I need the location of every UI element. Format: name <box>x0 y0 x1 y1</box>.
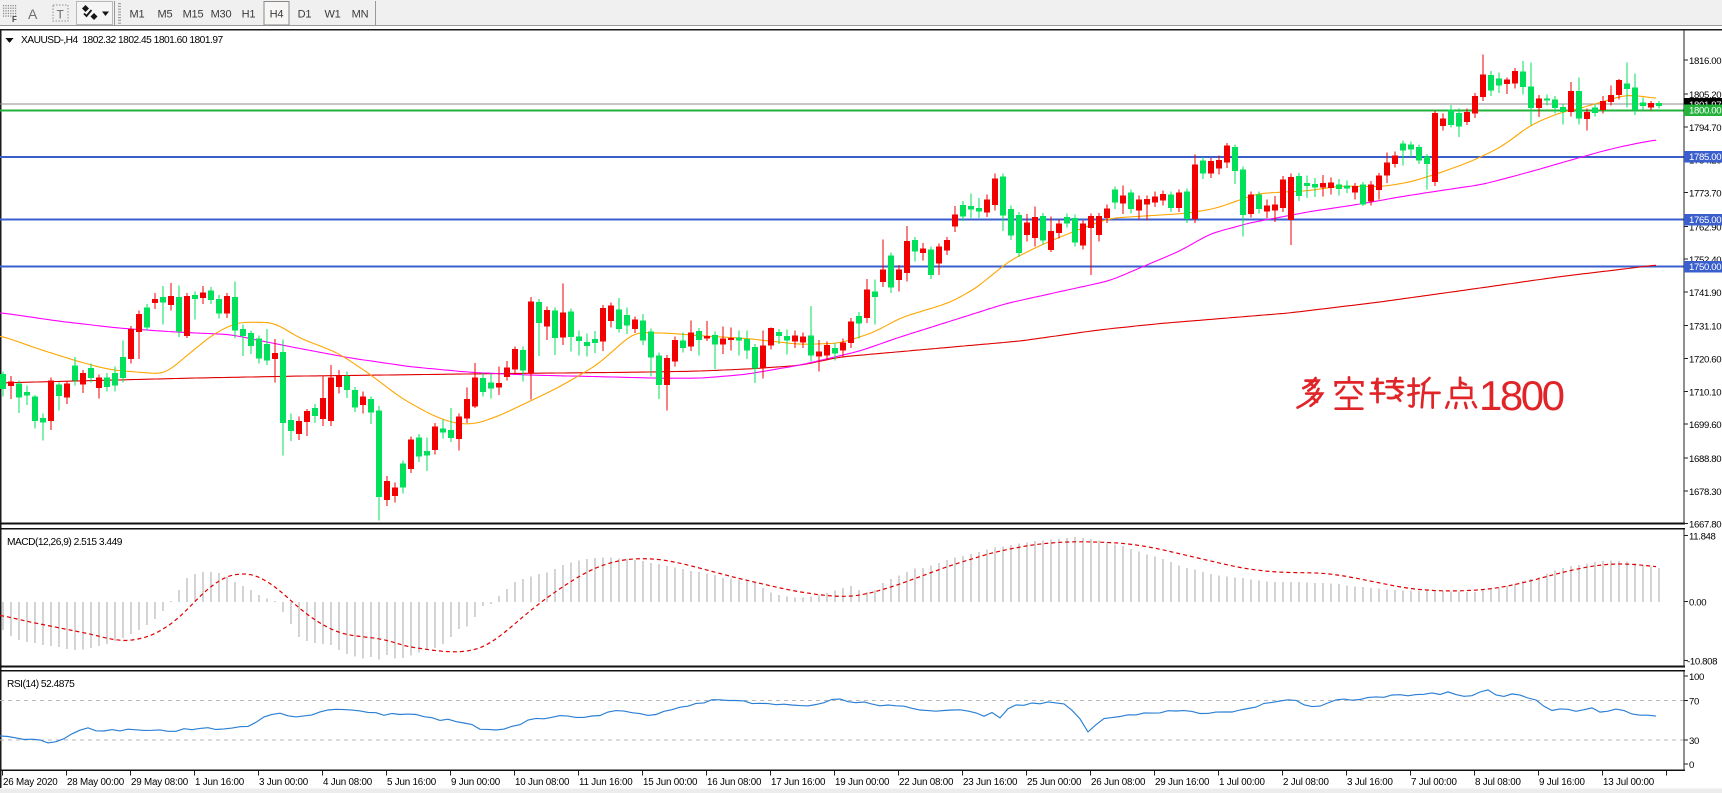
svg-text:70: 70 <box>1689 697 1699 708</box>
svg-text:1731.10: 1731.10 <box>1689 322 1721 333</box>
svg-text:1 Jun 16:00: 1 Jun 16:00 <box>195 777 245 788</box>
svg-text:1741.90: 1741.90 <box>1689 288 1721 299</box>
svg-text:16 Jun 08:00: 16 Jun 08:00 <box>707 777 762 788</box>
svg-text:17 Jun 16:00: 17 Jun 16:00 <box>771 777 826 788</box>
svg-text:T: T <box>57 8 65 22</box>
svg-text:3 Jul 16:00: 3 Jul 16:00 <box>1347 777 1393 788</box>
svg-text:M15: M15 <box>183 9 204 21</box>
svg-text:1785.00: 1785.00 <box>1689 152 1721 163</box>
svg-text:1720.60: 1720.60 <box>1689 355 1721 366</box>
svg-text:28 May 00:00: 28 May 00:00 <box>67 777 125 788</box>
svg-text:29 May 08:00: 29 May 08:00 <box>131 777 189 788</box>
svg-text:1 Jul 00:00: 1 Jul 00:00 <box>1219 777 1265 788</box>
svg-text:29 Jun 16:00: 29 Jun 16:00 <box>1155 777 1210 788</box>
svg-text:H1: H1 <box>242 9 256 21</box>
svg-text:10 Jun 08:00: 10 Jun 08:00 <box>515 777 570 788</box>
svg-text:26 May 2020: 26 May 2020 <box>3 777 58 788</box>
svg-text:100: 100 <box>1689 672 1704 683</box>
svg-text:A: A <box>28 6 38 22</box>
svg-text:MN: MN <box>352 9 369 21</box>
svg-text:F: F <box>12 15 17 24</box>
svg-text:1765.00: 1765.00 <box>1689 215 1721 226</box>
svg-text:25 Jun 00:00: 25 Jun 00:00 <box>1027 777 1082 788</box>
svg-text:H4: H4 <box>270 9 284 21</box>
svg-text:1688.80: 1688.80 <box>1689 454 1721 465</box>
svg-text:1750.00: 1750.00 <box>1689 262 1721 273</box>
svg-text:3 Jun 00:00: 3 Jun 00:00 <box>259 777 309 788</box>
svg-text:RSI(14) 52.4875: RSI(14) 52.4875 <box>7 679 75 690</box>
svg-text:1773.70: 1773.70 <box>1689 189 1721 200</box>
svg-text:M30: M30 <box>211 9 232 21</box>
svg-text:1752.40: 1752.40 <box>1689 255 1721 266</box>
svg-text:0.00: 0.00 <box>1689 598 1706 609</box>
svg-text:2 Jul 08:00: 2 Jul 08:00 <box>1283 777 1329 788</box>
svg-text:8 Jul 08:00: 8 Jul 08:00 <box>1475 777 1521 788</box>
svg-text:13 Jul 00:00: 13 Jul 00:00 <box>1603 777 1655 788</box>
svg-text:1805.20: 1805.20 <box>1689 90 1721 101</box>
svg-text:MACD(12,26,9) 2.515 3.449: MACD(12,26,9) 2.515 3.449 <box>7 537 123 548</box>
svg-text:1699.60: 1699.60 <box>1689 420 1721 431</box>
svg-text:30: 30 <box>1689 736 1699 747</box>
svg-text:1762.90: 1762.90 <box>1689 222 1721 233</box>
svg-text:4 Jun 08:00: 4 Jun 08:00 <box>323 777 373 788</box>
svg-text:1678.30: 1678.30 <box>1689 487 1721 498</box>
svg-text:7 Jul 00:00: 7 Jul 00:00 <box>1411 777 1457 788</box>
svg-text:11.848: 11.848 <box>1689 532 1716 543</box>
svg-text:0: 0 <box>1689 760 1694 771</box>
svg-text:1800.00: 1800.00 <box>1689 106 1721 117</box>
svg-text:1816.00: 1816.00 <box>1689 56 1721 67</box>
svg-text:23 Jun 16:00: 23 Jun 16:00 <box>963 777 1018 788</box>
svg-text:26 Jun 08:00: 26 Jun 08:00 <box>1091 777 1146 788</box>
svg-text:19 Jun 00:00: 19 Jun 00:00 <box>835 777 890 788</box>
svg-text:W1: W1 <box>324 9 340 21</box>
svg-text:-10.808: -10.808 <box>1687 657 1717 668</box>
svg-text:22 Jun 08:00: 22 Jun 08:00 <box>899 777 954 788</box>
svg-text:XAUUSD-,H4 1802.32 1802.45 18: XAUUSD-,H4 1802.32 1802.45 1801.60 1801.… <box>21 35 223 46</box>
svg-text:9 Jun 00:00: 9 Jun 00:00 <box>451 777 501 788</box>
svg-text:11 Jun 16:00: 11 Jun 16:00 <box>579 777 633 788</box>
svg-text:D1: D1 <box>298 9 312 21</box>
svg-text:1667.80: 1667.80 <box>1689 520 1721 531</box>
svg-text:M1: M1 <box>130 9 145 21</box>
svg-text:9 Jul 16:00: 9 Jul 16:00 <box>1539 777 1585 788</box>
svg-text:1800: 1800 <box>1479 372 1564 419</box>
svg-text:15 Jun 00:00: 15 Jun 00:00 <box>643 777 698 788</box>
svg-text:5 Jun 16:00: 5 Jun 16:00 <box>387 777 437 788</box>
svg-text:1710.10: 1710.10 <box>1689 387 1721 398</box>
svg-text:1794.70: 1794.70 <box>1689 123 1721 134</box>
svg-text:M5: M5 <box>158 9 173 21</box>
